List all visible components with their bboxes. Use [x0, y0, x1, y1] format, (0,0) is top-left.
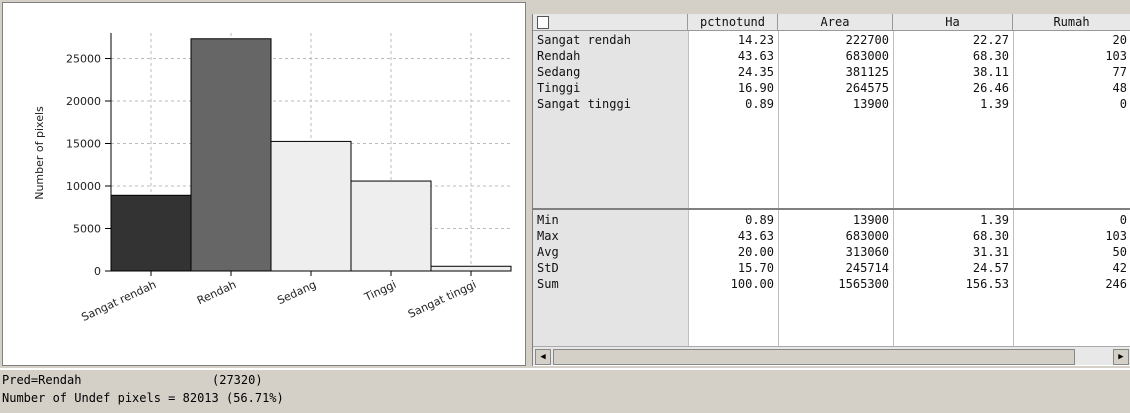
- section-divider: [533, 208, 1130, 210]
- table-cell: 68.30: [972, 229, 1009, 243]
- table-cell: 264575: [845, 81, 889, 95]
- histogram-panel: Number of pixels 0 5000 10000 15000 20000 250…: [2, 2, 526, 366]
- table-cell: 0: [1119, 97, 1127, 111]
- table-cell: 50: [1112, 245, 1127, 259]
- table-cell: 1565300: [838, 277, 889, 291]
- row-label: Tinggi: [533, 80, 688, 96]
- table-cell: 14.23: [737, 33, 774, 47]
- y-tick-label: 5000: [73, 223, 101, 236]
- table-cell: 246: [1105, 277, 1127, 291]
- table-cell: 42: [1112, 261, 1127, 275]
- table-cell: 77: [1112, 65, 1127, 79]
- table-cell: 26.46: [972, 81, 1009, 95]
- table-cell: 22.27: [972, 33, 1009, 47]
- table-cell: 16.90: [737, 81, 774, 95]
- status-undef: Number of Undef pixels = 82013 (56.71%): [2, 391, 284, 405]
- column-separator: [893, 14, 894, 346]
- row-label: StD: [533, 260, 688, 276]
- table-cell: 1.39: [980, 97, 1009, 111]
- table-cell: 1.39: [980, 213, 1009, 227]
- header-icon-cell: [533, 14, 688, 31]
- column-separator: [778, 14, 779, 346]
- y-tick-label: 15000: [66, 138, 101, 151]
- row-label: Sedang: [533, 64, 688, 80]
- table-cell: 48: [1112, 81, 1127, 95]
- table-cell: 222700: [845, 33, 889, 47]
- bar: [190, 38, 272, 272]
- table-cell: 103: [1105, 49, 1127, 63]
- bar: [270, 140, 352, 272]
- table-cell: 381125: [845, 65, 889, 79]
- row-label: Max: [533, 228, 688, 244]
- table: ◀ ▶ pctnotund Area Ha Rumah Sangat rendah 14.…: [532, 14, 1130, 366]
- status-pred: Pred=Rendah: [2, 373, 82, 387]
- x-tick-label: Sangat tinggi: [406, 278, 478, 321]
- table-cell: 0.89: [745, 213, 774, 227]
- y-tick-label: 20000: [66, 95, 101, 108]
- row-label: Rendah: [533, 48, 688, 64]
- chart: Number of pixels 0 5000 10000 15000 20000 250…: [33, 33, 512, 324]
- table-cell: 20: [1112, 33, 1127, 47]
- bar: [430, 265, 512, 272]
- column-header: pctnotund: [688, 14, 778, 31]
- scrollbar[interactable]: ◀ ▶: [533, 346, 1130, 365]
- table-cell: 43.63: [737, 49, 774, 63]
- x-tick-label: Tinggi: [362, 278, 399, 304]
- table-cell: 103: [1105, 229, 1127, 243]
- row-label: Sangat tinggi: [533, 96, 688, 112]
- table-cell: 0: [1119, 213, 1127, 227]
- x-tick-label: Sangat rendah: [79, 278, 158, 324]
- table-cell: 683000: [845, 49, 889, 63]
- table-cell: 683000: [845, 229, 889, 243]
- table-cell: 13900: [852, 97, 889, 111]
- x-tick-label: Rendah: [195, 278, 238, 307]
- table-cell: 43.63: [737, 229, 774, 243]
- table-cell: 68.30: [972, 49, 1009, 63]
- table-cell: 24.57: [972, 261, 1009, 275]
- table-cell: 20.00: [737, 245, 774, 259]
- table-cell: 24.35: [737, 65, 774, 79]
- status-bar: Pred=Rendah (27320) Number of Undef pixe…: [0, 368, 1130, 413]
- bar: [110, 194, 192, 272]
- x-tick-label: Sedang: [275, 278, 318, 307]
- table-cell: 156.53: [965, 277, 1009, 291]
- column-header: Rumah: [1013, 14, 1130, 31]
- row-label: Sum: [533, 276, 688, 292]
- y-tick-label: 10000: [66, 180, 101, 193]
- bar: [350, 180, 432, 272]
- column-header: Ha: [893, 14, 1013, 31]
- row-label: Sangat rendah: [533, 32, 688, 48]
- y-tick-label: 0: [94, 265, 101, 278]
- y-tick-label: 25000: [66, 53, 101, 66]
- table-cell: 313060: [845, 245, 889, 259]
- column-header: Area: [778, 14, 893, 31]
- status-count: (27320): [212, 373, 263, 387]
- row-label: Min: [533, 212, 688, 228]
- table-cell: 100.00: [730, 277, 774, 291]
- table-cell: 15.70: [737, 261, 774, 275]
- table-cell: 13900: [852, 213, 889, 227]
- table-cell: 0.89: [745, 97, 774, 111]
- column-separator: [1013, 14, 1014, 346]
- row-label: Avg: [533, 244, 688, 260]
- table-cell: 38.11: [972, 65, 1009, 79]
- column-separator: [688, 14, 689, 346]
- table-cell: 31.31: [972, 245, 1009, 259]
- table-cell: 245714: [845, 261, 889, 275]
- y-axis-label: Number of pixels: [33, 106, 46, 200]
